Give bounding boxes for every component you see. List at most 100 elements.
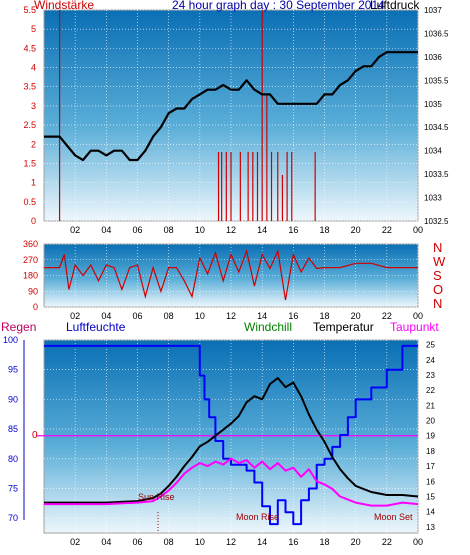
- temperature-label: Temperatur: [313, 320, 374, 334]
- wind-tick-label: 4.5: [23, 43, 36, 53]
- temperature-tick-label: 22: [426, 386, 435, 395]
- temperature-tick-label: 18: [426, 447, 435, 456]
- x-tick-label: 14: [257, 537, 267, 547]
- pressure-tick-label: 1034.5: [424, 123, 449, 132]
- sunrise-label: Sun Rise: [138, 492, 175, 502]
- humidity-tick-label: 100: [3, 335, 18, 345]
- humidity-tick-label: 75: [8, 483, 18, 493]
- temperature-tick-label: 16: [426, 477, 435, 486]
- temperature-tick-label: 20: [426, 417, 435, 426]
- wind-tick-label: 3: [31, 101, 36, 111]
- humidity-label: Luftfeuchte: [66, 320, 126, 334]
- windchill-label: Windchill: [244, 320, 292, 334]
- pressure-line: [44, 51, 418, 162]
- x-tick-label: 14: [257, 225, 267, 235]
- wind-tick-label: 2: [31, 139, 36, 149]
- x-tick-label: 06: [132, 537, 142, 547]
- wind-direction-series: [44, 248, 418, 301]
- x-tick-label: 06: [132, 225, 142, 235]
- chart-title: 24 hour graph day : 30 September 2014: [172, 0, 385, 12]
- temperature-tick-label: 24: [426, 356, 435, 365]
- wind-tick-label: 1: [31, 178, 36, 188]
- temperature-tick-label: 14: [426, 508, 435, 517]
- pressure-tick-label: 1035: [424, 100, 442, 109]
- x-tick-label: 08: [164, 311, 174, 321]
- x-tick-label: 04: [101, 311, 111, 321]
- x-tick-label: 22: [382, 537, 392, 547]
- wind-tick-label: 0: [31, 216, 36, 226]
- x-tick-label: 16: [288, 311, 298, 321]
- x-tick-label: 12: [226, 225, 236, 235]
- moonset-label: Moon Set: [374, 512, 413, 522]
- compass-label: S: [433, 268, 442, 283]
- x-tick-label: 20: [351, 225, 361, 235]
- humidity-tick-label: 95: [8, 365, 18, 375]
- direction-tick-label: 0: [33, 302, 38, 312]
- wind-tick-label: 2.5: [23, 120, 36, 130]
- wind-tick-label: 1.5: [23, 158, 36, 168]
- x-tick-label: 02: [70, 225, 80, 235]
- wind-tick-label: 5.5: [23, 5, 36, 15]
- humidity-tick-label: 70: [8, 513, 18, 523]
- wind-tick-label: 3.5: [23, 82, 36, 92]
- x-tick-label: 10: [195, 311, 205, 321]
- x-tick-label: 20: [351, 311, 361, 321]
- humidity-tick-label: 80: [8, 454, 18, 464]
- wind-pressure-series: [44, 10, 418, 221]
- temperature-tick-label: 21: [426, 401, 435, 410]
- pressure-tick-label: 1036: [424, 53, 442, 62]
- temp-humidity-grid: [44, 339, 419, 533]
- humidity-tick-label: 90: [8, 394, 18, 404]
- pressure-tick-label: 1034: [424, 147, 442, 156]
- pressure-tick-label: 1033: [424, 194, 442, 203]
- x-tick-label: 18: [319, 311, 329, 321]
- temperature-tick-label: 15: [426, 493, 435, 502]
- x-tick-label: 02: [70, 537, 80, 547]
- x-tick-label: 14: [257, 311, 267, 321]
- x-tick-label: 04: [101, 537, 111, 547]
- temperature-tick-label: 23: [426, 371, 435, 380]
- wind-axis-label: Windstärke: [34, 0, 94, 12]
- moonrise-label: Moon Rise: [236, 512, 279, 522]
- x-tick-label: 12: [226, 311, 236, 321]
- wind-tick-label: 4: [31, 63, 36, 73]
- x-tick-label: 22: [382, 225, 392, 235]
- x-tick-label: 12: [226, 537, 236, 547]
- series-line-taupunkt: [44, 457, 419, 507]
- wind-tick-label: 5: [31, 24, 36, 34]
- series-line-luftfeuchte: [44, 344, 418, 526]
- x-tick-label: 16: [288, 537, 298, 547]
- humidity-tick-label: 85: [8, 424, 18, 434]
- temperature-tick-label: 25: [426, 341, 435, 350]
- x-tick-label: 02: [70, 311, 80, 321]
- x-tick-label: 00: [413, 225, 423, 235]
- direction-tick-label: 270: [23, 255, 38, 265]
- pressure-axis-label: Luftdruck: [370, 0, 420, 12]
- series-line-temperatur: [44, 377, 419, 504]
- compass-label: W: [433, 254, 446, 269]
- rain-zero-label: 0: [32, 430, 38, 441]
- x-tick-label: 04: [101, 225, 111, 235]
- temp-humidity-series: [36, 344, 419, 526]
- x-tick-label: 20: [351, 537, 361, 547]
- wind-direction-line: [44, 248, 418, 301]
- rain-label: Regen: [1, 320, 36, 334]
- wind-direction-grid: [44, 243, 419, 308]
- temp-humidity-ticks: 02 04 06 08 10 12 14 16 18 20 22 00 70 75 80 85 90 95 100 1…: [3, 335, 435, 547]
- pressure-tick-label: 1036.5: [424, 29, 449, 38]
- wind-pressure-ticks: 02 04 06 08 10 12 14 16 18 20 22 0000.511.522.533.5…: [23, 5, 449, 235]
- x-tick-label: 00: [413, 537, 423, 547]
- x-tick-label: 00: [413, 311, 423, 321]
- wind-tick-label: 0.5: [23, 197, 36, 207]
- temperature-tick-label: 19: [426, 432, 435, 441]
- temperature-tick-label: 13: [426, 523, 435, 532]
- dewpoint-label: Taupunkt: [390, 320, 439, 334]
- x-tick-label: 16: [288, 225, 298, 235]
- direction-tick-label: 360: [23, 239, 38, 249]
- x-tick-label: 18: [319, 537, 329, 547]
- direction-tick-label: 180: [23, 271, 38, 281]
- pressure-tick-label: 1032.5: [424, 217, 449, 226]
